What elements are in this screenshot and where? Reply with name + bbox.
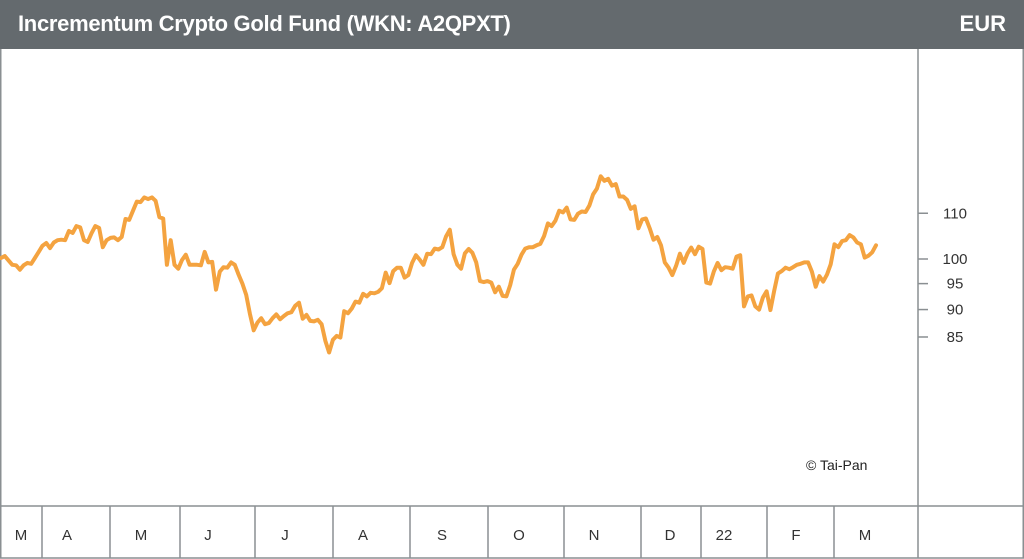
y-tick-label: 110: [943, 205, 967, 222]
x-tick-label: 22: [716, 527, 733, 544]
x-tick-label: A: [62, 527, 72, 544]
currency-label: EUR: [959, 11, 1006, 36]
x-tick-label: O: [513, 527, 525, 544]
copyright-label: © Tai-Pan: [806, 457, 867, 473]
y-tick-label: 95: [947, 276, 964, 293]
x-tick-label: A: [358, 527, 368, 544]
y-tick-label: 100: [942, 251, 967, 268]
x-tick-label: M: [135, 527, 148, 544]
x-tick-label: F: [791, 527, 800, 544]
x-tick-label: N: [589, 527, 600, 544]
x-tick-label: J: [204, 527, 212, 544]
y-tick-label: 90: [947, 302, 964, 319]
chart-title: Incrementum Crypto Gold Fund (WKN: A2QPX…: [18, 11, 511, 36]
x-tick-label: M: [859, 527, 872, 544]
x-tick-label: D: [665, 527, 676, 544]
axis-frame: [0, 49, 1024, 559]
x-tick-label: J: [281, 527, 289, 544]
x-tick-label: S: [437, 527, 447, 544]
y-tick-label: 85: [947, 329, 964, 346]
y-axis: 85 90 95 100 110: [918, 205, 968, 346]
x-tick-label: M: [15, 527, 28, 544]
chart-header: Incrementum Crypto Gold Fund (WKN: A2QPX…: [0, 0, 1024, 49]
price-line: [0, 174, 878, 355]
x-axis: M A M J J A S O N D 22 F M: [15, 506, 872, 558]
